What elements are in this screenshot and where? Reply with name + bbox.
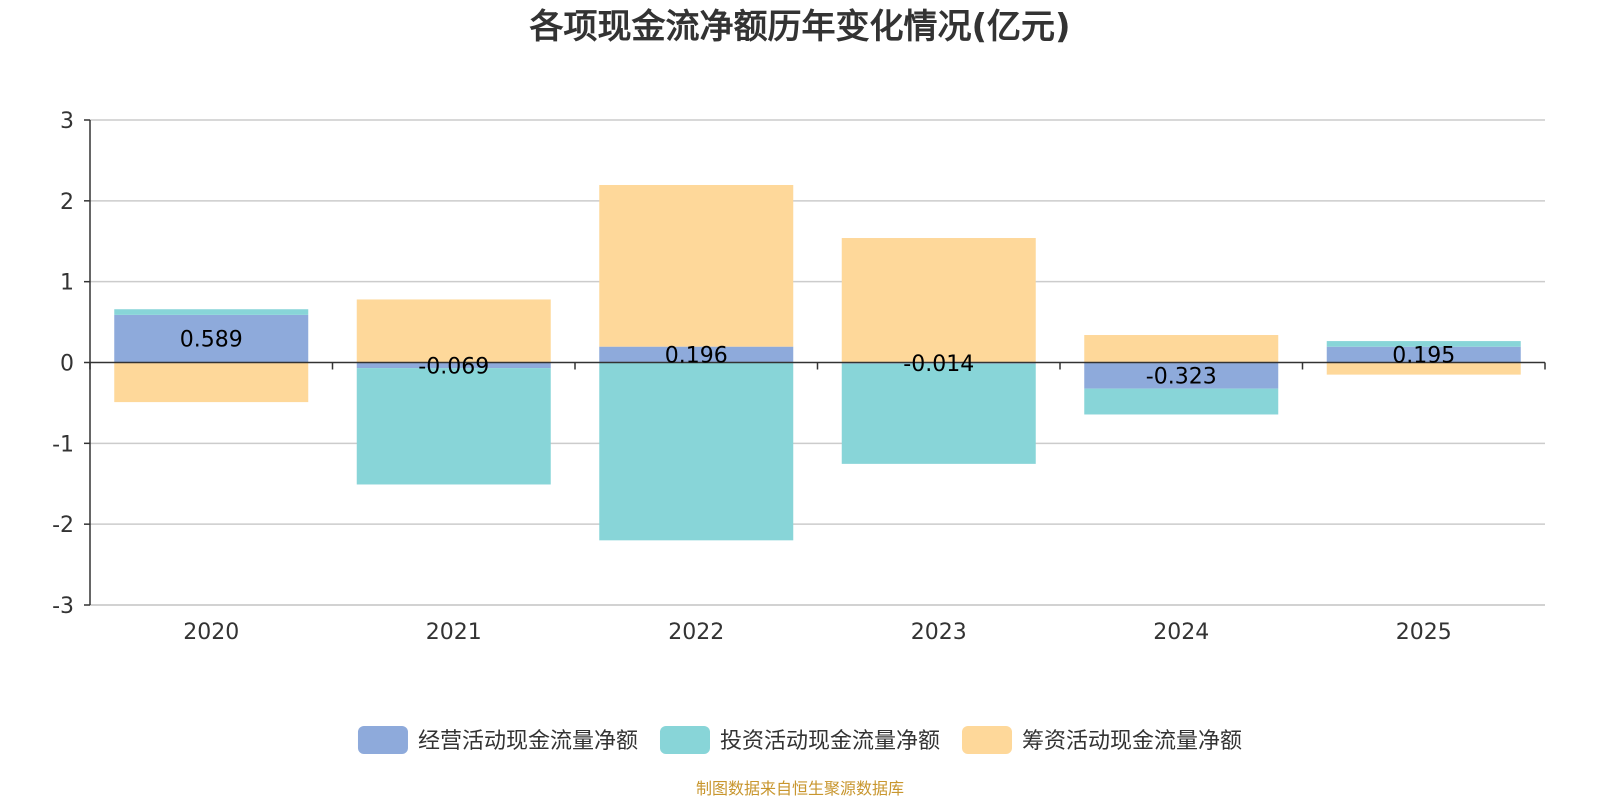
bar-labels: 0.589 -0.069 0.196 -0.014 -0.323 0.195 <box>180 328 1455 390</box>
legend-label-2: 筹资活动现金流量净额 <box>1022 729 1242 754</box>
bar-value-label: -0.323 <box>1146 365 1217 390</box>
grid-lines <box>90 119 1545 606</box>
y-tick-label: 1 <box>60 271 74 296</box>
chart-title: 各项现金流净额历年变化情况(亿元) <box>529 7 1070 47</box>
legend-swatch-2 <box>962 726 1013 754</box>
x-tick-label: 2024 <box>1153 620 1209 645</box>
bar-2-2022 <box>599 184 794 347</box>
bar-0-2020 <box>114 314 309 363</box>
y-tick-label: 3 <box>60 109 74 134</box>
bar-1-2025 <box>1326 341 1521 347</box>
bar-1-2021 <box>356 368 551 485</box>
bar-1-2020 <box>114 309 309 315</box>
bar-value-label: 0.589 <box>180 328 243 353</box>
bar-2-2021 <box>356 299 551 363</box>
y-tick-label: -3 <box>52 594 74 619</box>
bar-0-2025 <box>1326 346 1521 363</box>
axes: 3 2 1 0 -1 -2 -3 2020 2021 2022 2023 2024 2025 <box>52 109 1546 645</box>
source-note: 制图数据来自恒生聚源数据库 <box>696 779 904 798</box>
bar-2-2023 <box>841 238 1036 363</box>
bar-2-2025 <box>1326 362 1521 375</box>
bar-value-label: 0.196 <box>665 344 728 369</box>
bar-value-label: 0.195 <box>1392 344 1455 369</box>
y-tick-label: 0 <box>60 352 74 377</box>
x-tick-label: 2022 <box>668 620 724 645</box>
legend: 经营活动现金流量净额 投资活动现金流量净额 筹资活动现金流量净额 <box>357 726 1242 754</box>
y-tick-label: -1 <box>52 432 74 457</box>
legend-swatch-0 <box>357 726 408 754</box>
bar-2-2020 <box>114 362 309 403</box>
x-tick-label: 2025 <box>1396 620 1452 645</box>
y-tick-label: -2 <box>52 513 74 538</box>
bars <box>114 184 1521 541</box>
bar-0-2024 <box>1084 362 1279 389</box>
bar-0-2022 <box>599 346 794 363</box>
x-tick-label: 2021 <box>426 620 482 645</box>
bar-1-2023 <box>841 363 1036 464</box>
x-tick-label: 2023 <box>911 620 967 645</box>
bar-value-label: -0.069 <box>418 354 489 379</box>
y-tick-label: 2 <box>60 190 74 215</box>
bar-2-2024 <box>1084 335 1279 363</box>
bar-1-2024 <box>1084 388 1279 415</box>
legend-label-0: 经营活动现金流量净额 <box>418 729 638 754</box>
legend-label-1: 投资活动现金流量净额 <box>720 729 940 754</box>
x-tick-label: 2020 <box>183 620 239 645</box>
bar-0-2021 <box>356 362 551 369</box>
bar-value-label: -0.014 <box>903 352 974 377</box>
bar-1-2022 <box>599 362 794 541</box>
legend-swatch-1 <box>659 726 710 754</box>
